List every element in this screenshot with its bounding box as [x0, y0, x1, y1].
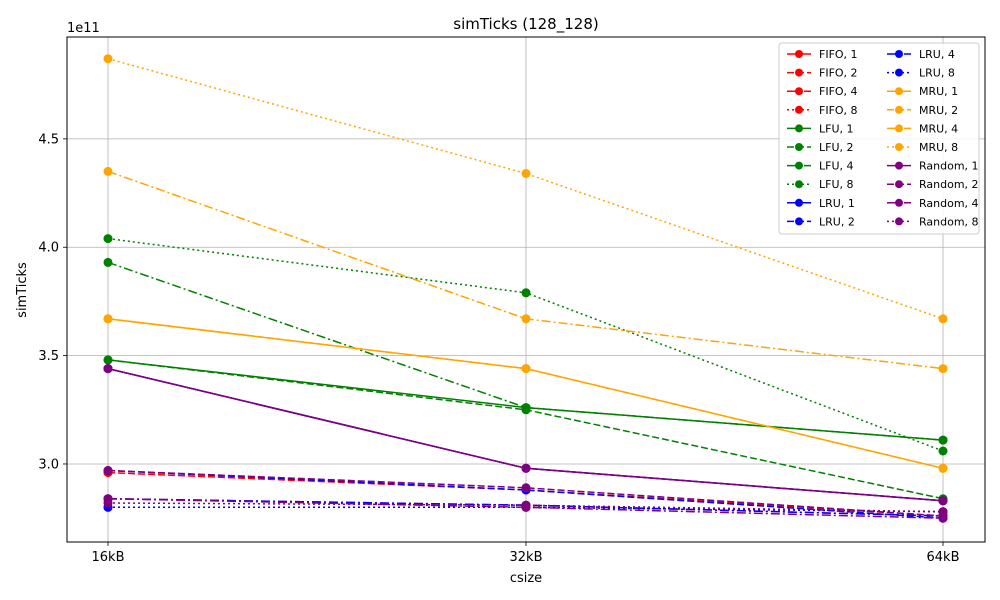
legend-box	[778, 42, 980, 235]
legend-label: LFU, 2	[819, 141, 854, 154]
y-tick-label: 4.5	[38, 132, 59, 147]
y-axis-offset-text: 1e11	[67, 21, 100, 36]
legend-label: MRU, 1	[919, 85, 958, 98]
series-6	[103, 257, 948, 445]
data-point	[938, 513, 948, 523]
legend-marker	[895, 198, 903, 207]
legend-label: MRU, 2	[919, 104, 958, 117]
data-point	[103, 234, 113, 244]
x-tick-label: 16kB	[92, 550, 125, 565]
series-line	[107, 469, 944, 517]
axes: 16kB 32kB 64kB 3.0 3.5 4.0 4.5	[38, 132, 959, 565]
legend-label: LFU, 8	[819, 178, 854, 191]
data-point	[938, 463, 948, 473]
legend-label: FIFO, 4	[819, 85, 858, 98]
legend-label: LRU, 2	[819, 215, 855, 228]
legend-marker	[795, 198, 803, 207]
legend-marker	[895, 143, 903, 151]
series-16	[103, 364, 948, 506]
legend-label: FIFO, 1	[819, 48, 858, 61]
legend-marker	[795, 217, 803, 226]
data-point	[521, 288, 531, 298]
series-7	[103, 234, 948, 456]
legend-label: Random, 2	[919, 178, 979, 191]
legend-label: FIFO, 2	[819, 67, 858, 80]
legend-label: Random, 1	[919, 160, 979, 173]
legend-marker	[795, 180, 803, 189]
legend-marker	[795, 87, 803, 96]
legend-marker	[895, 50, 903, 58]
data-point	[103, 364, 113, 374]
legend-marker	[895, 105, 903, 114]
data-point	[103, 257, 113, 267]
legend-label: LFU, 1	[819, 122, 854, 135]
data-point	[938, 446, 948, 456]
legend-label: Random, 8	[919, 215, 979, 228]
legend-label: Random, 4	[919, 197, 979, 210]
legend-marker	[795, 68, 803, 77]
y-tick-label: 3.0	[38, 457, 59, 472]
data-point	[521, 463, 531, 473]
series-13	[103, 314, 948, 473]
legend-marker	[795, 105, 803, 114]
data-point	[938, 496, 948, 506]
legend-label: LRU, 4	[919, 48, 955, 61]
data-point	[938, 507, 948, 517]
data-point	[103, 166, 113, 176]
x-tick-label: 32kB	[510, 550, 543, 565]
legend-marker	[795, 50, 803, 58]
legend-marker	[795, 161, 803, 170]
data-point	[521, 364, 531, 374]
data-point	[103, 355, 113, 365]
legend: FIFO, 1 FIFO, 2 FIFO, 4 FIFO, 8 LFU, 1 LFU, 2…	[778, 42, 980, 235]
data-point	[521, 403, 531, 413]
legend-marker	[895, 124, 903, 133]
x-axis-label: csize	[510, 571, 542, 586]
data-point	[521, 500, 531, 510]
series-15	[103, 54, 948, 324]
data-point	[938, 314, 948, 324]
legend-label: FIFO, 8	[819, 104, 858, 117]
series-lines	[103, 54, 948, 523]
legend-label: LFU, 4	[819, 160, 854, 173]
series-19	[103, 498, 948, 517]
data-point	[521, 483, 531, 493]
y-tick-label: 4.0	[38, 241, 59, 256]
data-point	[103, 466, 113, 475]
legend-marker	[895, 161, 903, 170]
series-line	[107, 471, 944, 517]
legend-marker	[795, 143, 803, 151]
legend-marker	[895, 217, 903, 226]
data-point	[103, 54, 113, 64]
legend-marker	[895, 68, 903, 77]
legend-marker	[895, 87, 903, 96]
legend-marker	[795, 124, 803, 133]
chart-title: simTicks (128_128)	[453, 15, 598, 34]
y-tick-label: 3.5	[38, 349, 59, 364]
data-point	[938, 435, 948, 445]
data-point	[103, 314, 113, 324]
x-tick-label: 64kB	[927, 550, 960, 565]
legend-label: MRU, 8	[919, 141, 958, 154]
data-point	[521, 169, 531, 178]
data-point	[103, 498, 113, 508]
series-line	[107, 497, 944, 519]
legend-label: MRU, 4	[919, 122, 958, 135]
legend-marker	[895, 180, 903, 189]
data-point	[521, 314, 531, 324]
series-14	[103, 166, 948, 374]
data-point	[938, 364, 948, 374]
series-line	[107, 502, 944, 513]
y-axis-label: simTicks	[15, 262, 30, 318]
legend-label: LRU, 1	[819, 197, 855, 210]
legend-label: LRU, 8	[919, 67, 955, 80]
